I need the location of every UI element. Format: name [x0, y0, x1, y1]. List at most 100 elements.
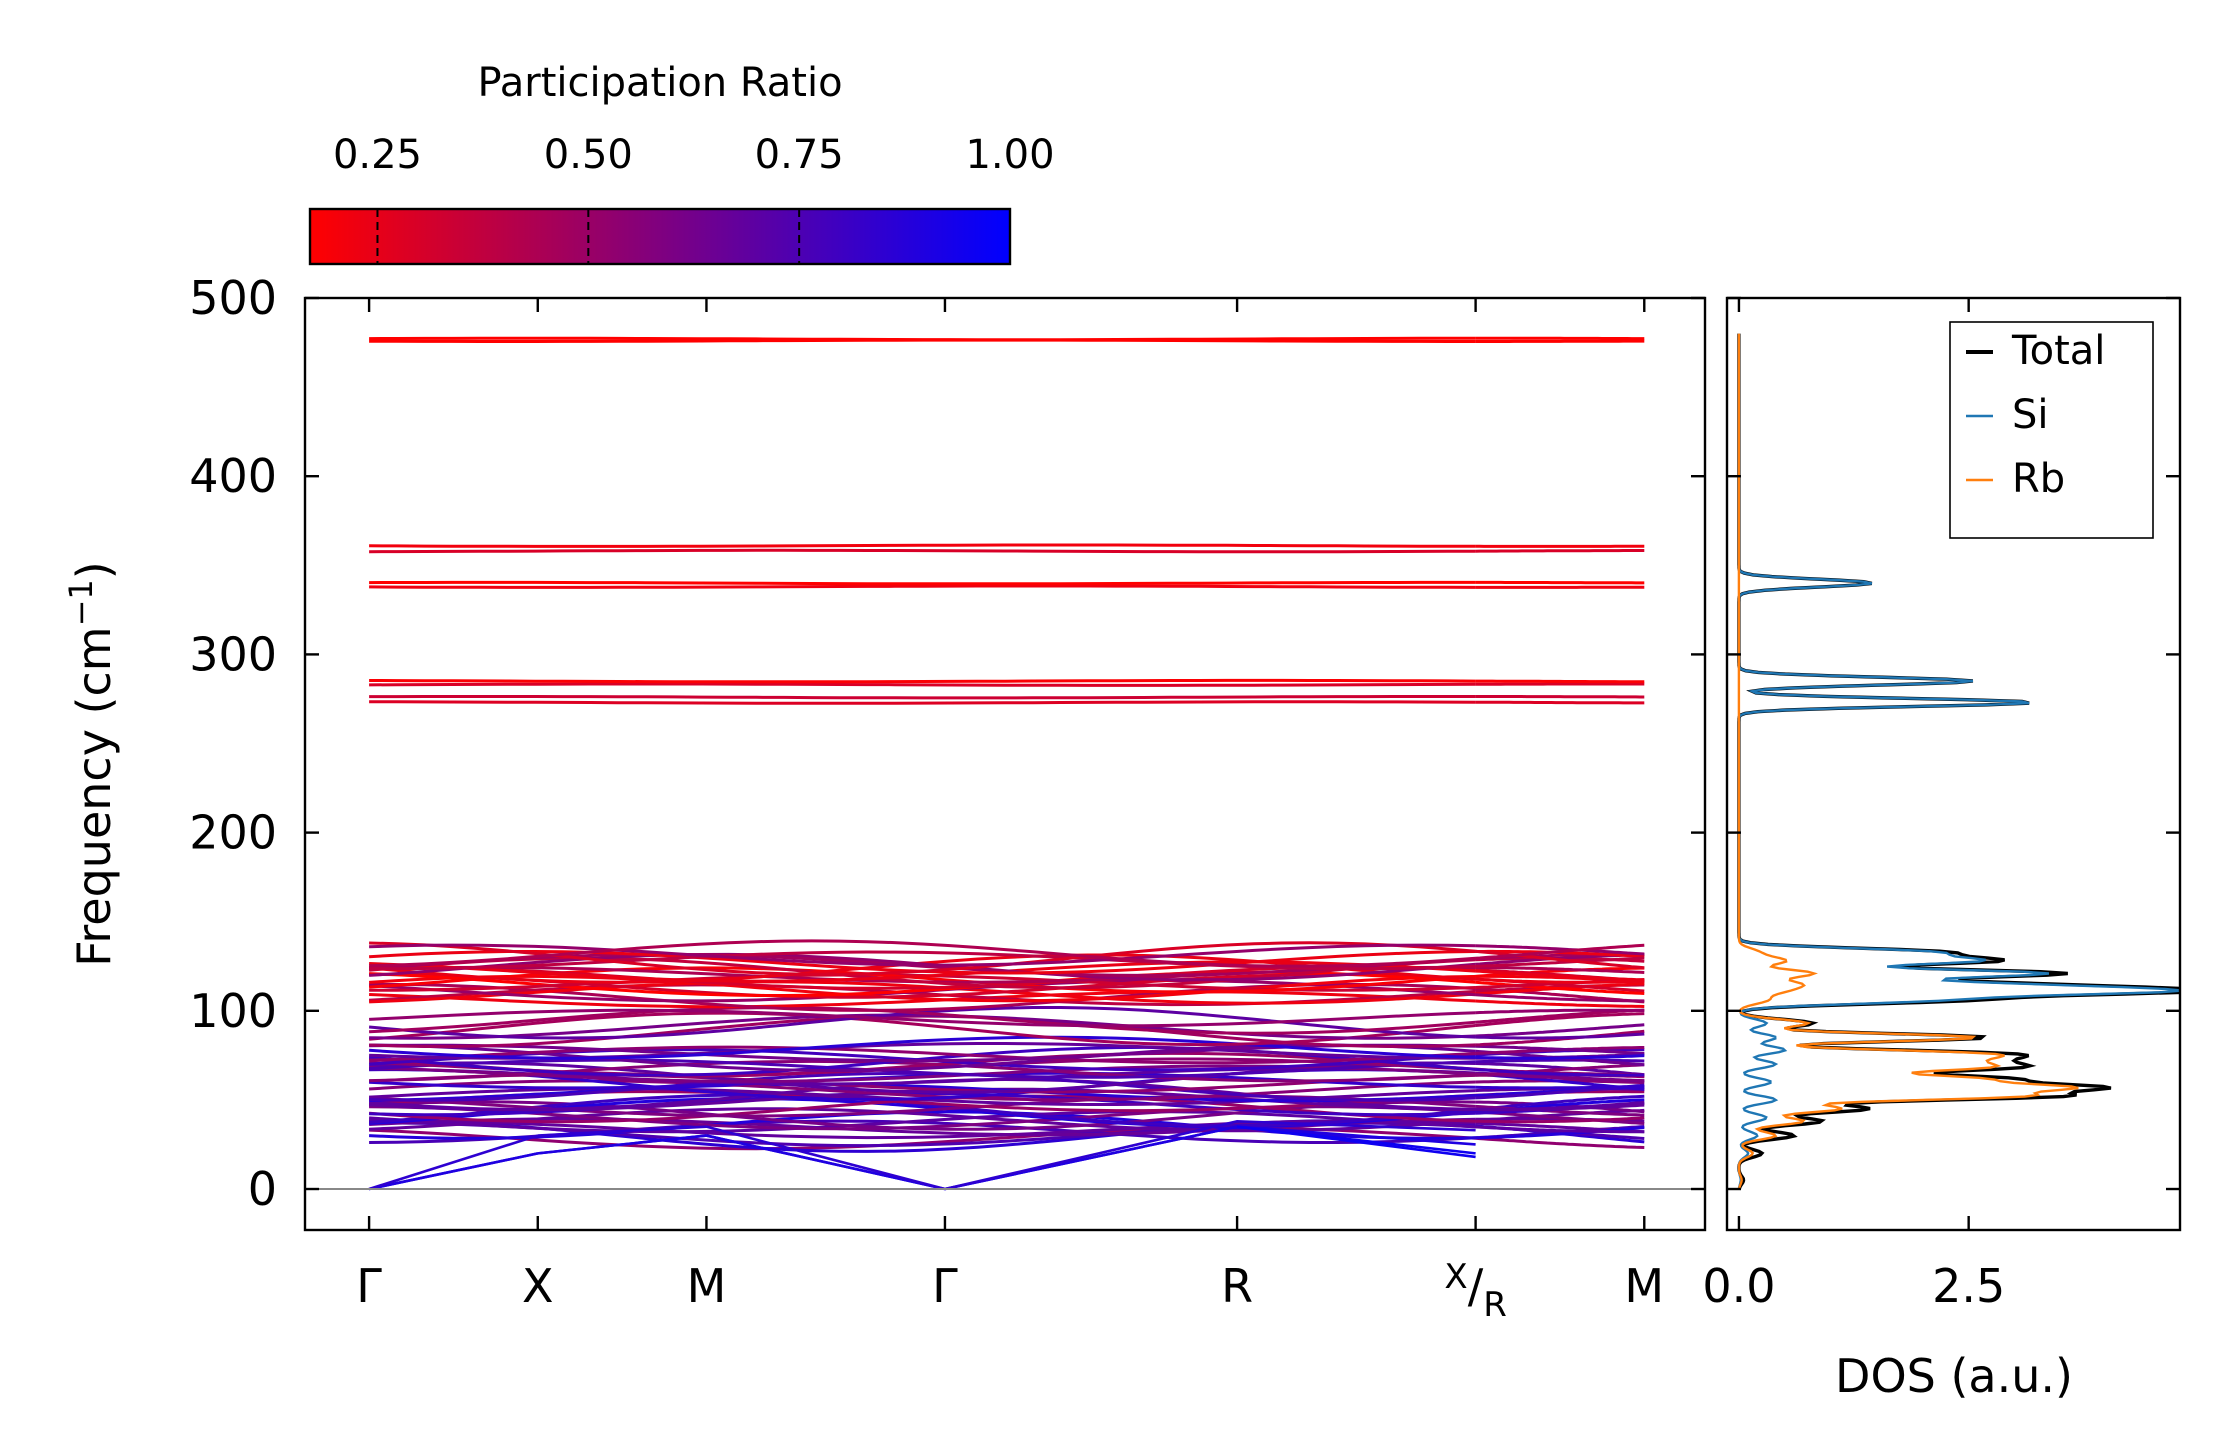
band-line-g2-18-s0 [369, 950, 1476, 971]
band-line-g0-29-s1 [1475, 1063, 1645, 1077]
kpoint-label-3: Γ [932, 1259, 958, 1313]
band-line-g0-28-s1 [1475, 1072, 1645, 1083]
acoustic-branch-Gamma_X-2 [368, 1134, 539, 1191]
band-line-g2-0-s1 [1475, 999, 1645, 1008]
legend-frame [1949, 321, 2154, 539]
band-line-g0-36-s0 [369, 1045, 1476, 1065]
band-line-g1-5-s0 [369, 1008, 1476, 1028]
band-line-g0-7-s1 [1475, 1125, 1645, 1134]
band-line-g0-21-s0 [369, 1079, 1476, 1102]
band-line-g4-1-s1 [1475, 580, 1645, 585]
band-line-g0-26-s1 [1475, 1062, 1645, 1077]
band-line-g0-6-s1 [1475, 1126, 1645, 1140]
band-line-g3-1-s0 [369, 695, 1476, 700]
dos-panel: 0.0 2.5 DOS (a.u.) Total Si Rb [1702, 296, 2182, 1403]
colorbar-tick-label-1: 0.50 [544, 132, 633, 178]
band-line-g1-5-s1 [1475, 1008, 1645, 1015]
band-structure-panel: 0 100 200 300 400 500 Γ X M Γ R X/R M Frequency (cm… [62, 271, 1707, 1325]
band-line-g1-1-s1 [1475, 1012, 1645, 1027]
band-line-g3-1-s1 [1475, 695, 1645, 699]
acoustic-branch-Gamma_X-1 [368, 1152, 539, 1191]
band-line-g2-18-s1 [1475, 956, 1645, 968]
dos-plot-frame [1725, 296, 2182, 1232]
band-line-g1-4-s0 [369, 1006, 1476, 1035]
band-line-g2-13-s1 [1475, 969, 1645, 982]
band-line-g2-21-s0 [369, 939, 1476, 968]
acoustic-branch-X_M_tail-0 [1236, 1125, 1476, 1159]
legend-label-rb: Rb [2012, 456, 2065, 502]
acoustic-branch-M_Gamma-1 [706, 1134, 946, 1191]
band-line-g2-13-s0 [369, 960, 1476, 983]
kpoint-label-0: Γ [356, 1259, 382, 1313]
colorbar-gradient [308, 207, 1012, 266]
band-line-g0-39-s1 [1475, 1054, 1645, 1060]
band-line-g2-20-s0 [369, 943, 1476, 967]
band-ytick-label-3: 300 [189, 627, 277, 681]
band-line-g2-14-s1 [1475, 977, 1645, 984]
band-line-g2-0-s0 [369, 990, 1476, 1009]
colorbar: Participation Ratio 0.25 0.50 0.75 1.00 [308, 60, 1055, 266]
band-line-g1-3-s1 [1475, 1032, 1645, 1040]
kpoint-label-1: X [522, 1259, 554, 1313]
band-line-g0-37-s1 [1475, 1044, 1645, 1055]
band-line-g2-21-s1 [1475, 943, 1645, 960]
band-line-g3-3-s1 [1475, 679, 1645, 684]
band-line-g0-30-s0 [369, 1058, 1476, 1079]
band-line-g2-5-s0 [369, 974, 1476, 1003]
band-ytick-label-0: 0 [248, 1162, 277, 1216]
band-ytick-label-1: 100 [189, 984, 277, 1038]
band-line-g0-8-s1 [1475, 1108, 1645, 1123]
band-line-g3-0-s1 [1475, 700, 1645, 705]
band-line-g2-12-s0 [368, 956, 1476, 990]
band-line-g0-35-s0 [369, 1043, 1476, 1073]
legend-label-si: Si [2012, 392, 2049, 438]
band-line-g2-20-s1 [1475, 944, 1645, 956]
band-line-g3-3-s0 [369, 678, 1476, 684]
acoustic-branch-X_M-2 [537, 1125, 707, 1137]
band-line-g4-0-s0 [369, 584, 1476, 589]
band-line-g4-1-s0 [369, 580, 1476, 586]
band-line-g2-4-s1 [1475, 993, 1645, 1003]
kpoint-label-5: X/R [1444, 1257, 1506, 1325]
kpoint-label-6: M [1624, 1259, 1664, 1313]
band-line-g2-19-s1 [1475, 949, 1645, 970]
band-line-g1-1-s0 [368, 1011, 1476, 1047]
band-line-g0-0-s1 [1475, 1136, 1645, 1149]
dos-x-axis-title: DOS (a.u.) [1835, 1349, 2073, 1403]
colorbar-tick-label-2: 0.75 [755, 132, 844, 178]
dos-xtick-label-1: 2.5 [1932, 1259, 2005, 1313]
band-line-g0-33-s1 [1475, 1067, 1645, 1077]
acoustic-branch-Gamma_R-2 [944, 1119, 1476, 1191]
kpoint-label-4: R [1221, 1259, 1253, 1313]
band-ytick-label-4: 400 [189, 449, 277, 503]
band-plot-frame [303, 296, 1707, 1232]
band-line-g0-7-s0 [369, 1110, 1476, 1134]
band-line-g4-2-s0 [369, 548, 1476, 554]
colorbar-title: Participation Ratio [477, 60, 842, 106]
band-line-g0-4-s0 [369, 1119, 1476, 1140]
colorbar-tick-label-3: 1.00 [965, 132, 1054, 178]
band-line-g0-30-s1 [1475, 1058, 1645, 1064]
acoustic-branch-X_M-1 [537, 1134, 707, 1155]
band-line-g3-2-s0 [369, 682, 1476, 687]
band-line-g0-13-s1 [1475, 1116, 1645, 1124]
band-y-axis-title: Frequency (cm−1) [62, 561, 121, 966]
legend-label-total: Total [2011, 328, 2105, 374]
band-line-g4-2-s1 [1475, 549, 1645, 553]
colorbar-tick-label-0: 0.25 [333, 132, 422, 178]
band-ytick-label-2: 200 [189, 806, 277, 860]
dos-xtick-label-0: 0.0 [1702, 1259, 1775, 1313]
band-line-g0-19-s1 [1475, 1100, 1645, 1111]
band-line-g0-15-s0 [369, 1091, 1476, 1117]
acoustic-branch-M_Gamma-2 [706, 1125, 946, 1191]
band-line-g1-2-s0 [369, 1013, 1476, 1040]
legend: Total Si Rb [1949, 321, 2154, 539]
band-line-g4-3-s0 [369, 543, 1476, 548]
kpoint-label-2: M [687, 1259, 727, 1313]
band-line-g3-0-s0 [369, 700, 1476, 705]
band-line-g0-9-s1 [1475, 1110, 1645, 1125]
band-line-g1-2-s1 [1475, 1023, 1645, 1038]
band-line-g2-11-s1 [1475, 965, 1645, 974]
band-line-g0-20-s0 [369, 1082, 1476, 1103]
